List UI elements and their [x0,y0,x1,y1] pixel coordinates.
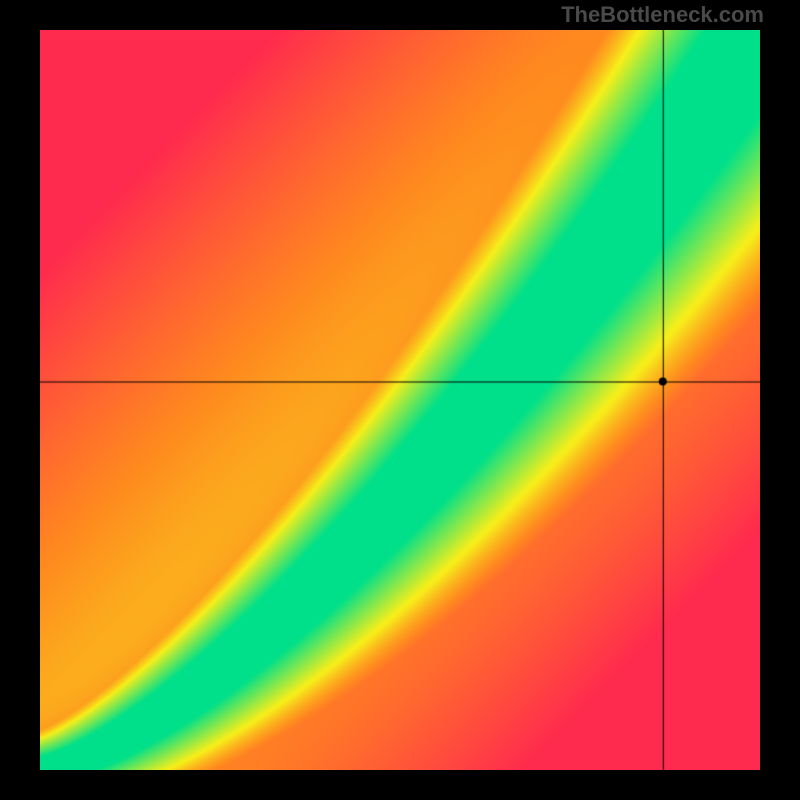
bottleneck-heatmap [40,30,760,770]
watermark-text: TheBottleneck.com [561,2,764,28]
